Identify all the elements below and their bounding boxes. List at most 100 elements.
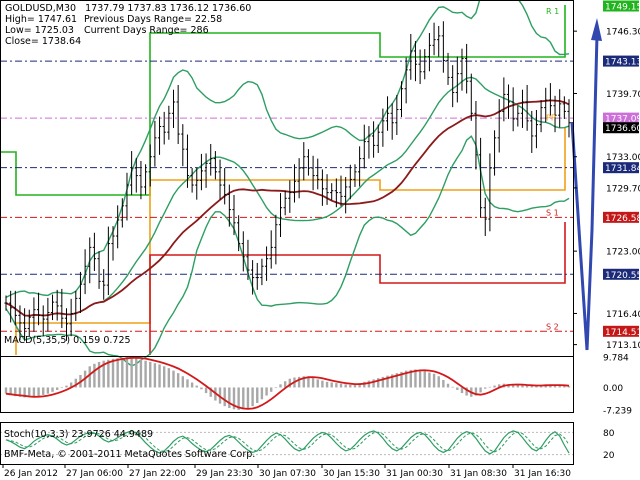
price-bar-34 [162,111,166,145]
price-bars [4,21,571,341]
low-readout: Low= 1725.03 [5,25,74,36]
price-tick-1: 1739.70 [606,90,640,100]
price-bar-29 [139,160,143,200]
price-bar-109 [511,87,515,132]
stoch-tick-0: 80 [603,429,615,439]
svg-text:1720.55: 1720.55 [605,271,640,281]
macd-tick-1: 0.00 [603,384,623,394]
price-bar-15 [74,290,78,322]
price-tick-6: 1713.10 [606,341,640,351]
price-bar-48 [227,184,231,227]
macd-tick-0: 9.784 [603,354,629,364]
price-bar-85 [399,81,404,118]
svg-text:1743.13: 1743.13 [605,58,640,68]
price-bar-113 [530,110,534,153]
price-bar-27 [130,151,134,195]
panel-frame-2 [0,422,574,465]
price-bar-105 [492,130,497,176]
price-bar-89 [418,49,422,85]
price-bar-56 [264,246,269,281]
price-bar-24 [116,205,120,249]
price-bar-19 [92,232,97,271]
price-bar-88 [413,41,418,82]
price-tag-7: 1714.51 [603,325,640,338]
price-bar-13 [64,308,69,341]
price-tick-5: 1716.40 [606,310,640,320]
price-bar-86 [404,57,408,104]
price-bar-90 [423,49,427,80]
macd-tick-2: -7.239 [603,407,632,417]
level-label-1: PP [546,114,556,123]
price-bar-75 [353,164,357,187]
price-bar-106 [497,99,501,153]
panel-frames [0,0,574,465]
price-bar-66 [311,155,315,191]
price-bar-104 [488,153,492,232]
macd-signal [5,356,570,410]
time-tick-1: 27 Jan 06:00 [66,469,123,479]
price-bar-91 [427,33,432,72]
current-range-readout: Current Days Range= 286 [84,25,209,36]
price-bar-101 [474,101,478,170]
price-bar-38 [181,124,185,167]
arrow-head [591,18,602,41]
price-bar-57 [269,230,273,269]
price-bar-107 [502,77,506,122]
price-bar-73 [344,177,348,214]
level-label-3: S 2 [546,322,559,331]
price-bar-100 [469,73,473,121]
price-bar-70 [330,183,334,201]
price-bar-37 [176,84,180,144]
pivot-orange-line [15,128,566,355]
macd-panel [4,356,571,410]
price-bar-0 [4,295,8,311]
price-bar-71 [334,178,338,208]
price-bar-74 [348,164,352,200]
level-label-0: R 1 [546,7,559,16]
stoch-signal [5,431,570,453]
price-bar-30 [143,164,148,195]
price-bar-1 [9,290,13,323]
bollinger-upper [5,0,570,299]
stochastic-panel [0,430,573,456]
stoch-tick-1: 20 [603,451,615,461]
price-bar-62 [292,164,297,203]
projection-arrow [570,18,602,351]
price-bar-28 [134,158,138,193]
price-tag-2: 1737.09 [603,112,640,125]
level-label-2: S 1 [546,208,559,217]
price-bar-17 [83,249,87,295]
time-tick-3: 29 Jan 23:30 [196,469,253,479]
price-bar-49 [232,194,236,236]
price-tag-4: 1731.84 [603,162,640,174]
price-bar-63 [297,158,301,199]
price-bar-47 [223,168,227,205]
price-bar-94 [441,21,445,73]
price-bar-26 [125,172,129,221]
price-bar-64 [302,142,306,181]
price-bar-116 [544,87,548,123]
svg-text:1737.09: 1737.09 [605,115,640,125]
price-bar-119 [558,89,562,128]
symbol-line: GOLDUSD,M30 1737.79 1737.83 1736.12 1736… [5,3,252,14]
pivot-red-line [149,222,566,355]
price-bar-14 [69,298,73,337]
time-axis: 26 Jan 2012 27 Jan 06:00 27 Jan 22:00 29 Ja… [2,464,571,479]
price-bar-59 [278,193,283,237]
price-bar-10 [50,294,55,321]
svg-text:1736.60: 1736.60 [605,124,640,134]
price-bar-79 [371,121,376,158]
panel-frame-1 [0,356,574,413]
svg-text:1714.51: 1714.51 [605,328,640,338]
price-bar-32 [153,120,157,167]
price-bar-40 [190,168,194,193]
price-tag-1: 1743.13 [603,55,640,68]
price-bar-93 [437,25,441,57]
price-bar-20 [97,251,101,289]
time-tick-0: 26 Jan 2012 [4,469,58,479]
price-bar-39 [185,134,190,188]
price-bar-50 [237,215,241,252]
time-tick-6: 31 Jan 00:30 [386,469,443,479]
price-bar-41 [195,168,199,200]
